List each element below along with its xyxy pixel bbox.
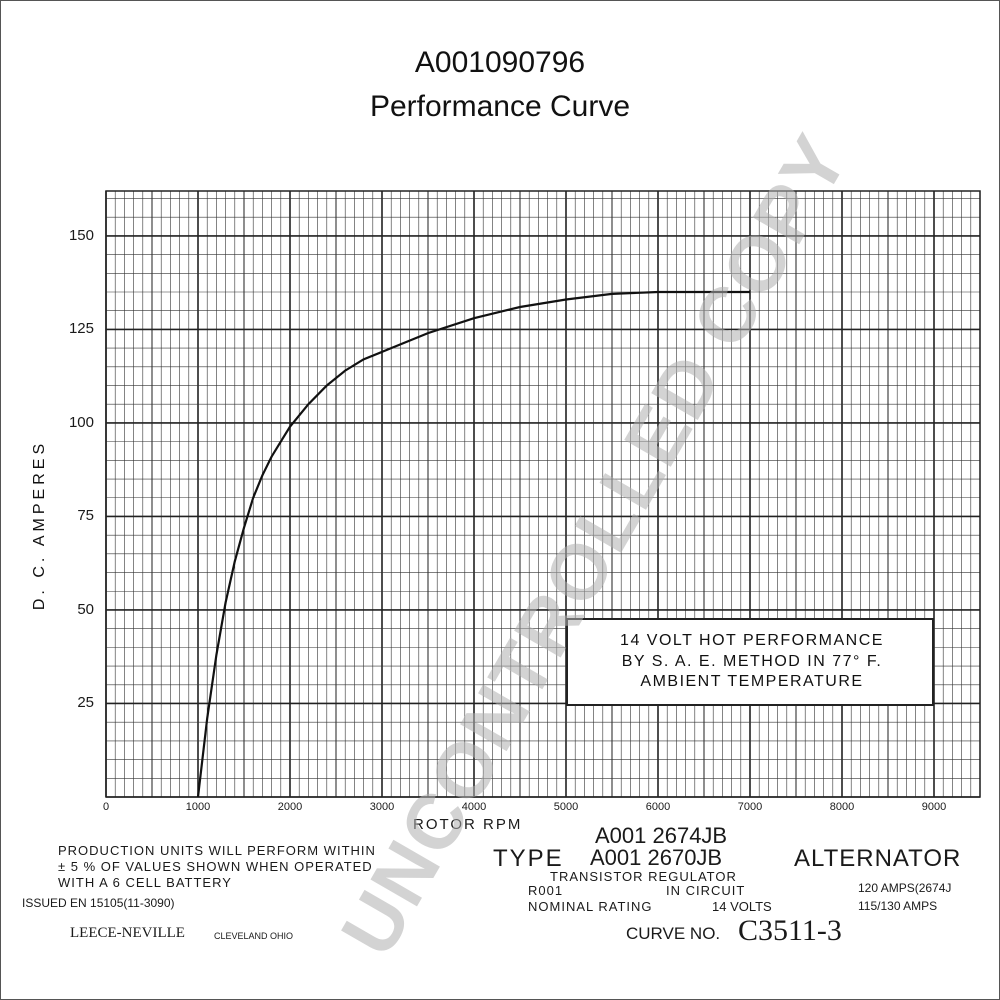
x-tick-label: 2000	[277, 801, 303, 813]
nominal-rating-label: NOMINAL RATING	[528, 899, 653, 914]
curve-number-label: CURVE NO.	[626, 924, 721, 943]
performance-curve	[196, 290, 750, 798]
production-note-2: ± 5 % OF VALUES SHOWN WHEN OPERATED	[58, 859, 373, 874]
production-note-3: WITH A 6 CELL BATTERY	[58, 875, 232, 890]
type-label: TYPE	[493, 845, 564, 872]
amps-rating-1: 120 AMPS(2674J	[858, 881, 952, 895]
company-city: CLEVELAND OHIO	[214, 931, 294, 941]
y-tick-label: 150	[68, 226, 94, 244]
regulator-code: R001	[528, 883, 564, 898]
x-tick-label: 9000	[921, 801, 947, 813]
note-line-1: 14 VOLT HOT PERFORMANCE	[620, 632, 884, 649]
x-tick-label: 6000	[645, 801, 671, 813]
plot-border	[105, 190, 981, 798]
y-tick-label: 100	[68, 413, 94, 431]
model-number-2: A001 2670JB	[590, 845, 723, 870]
model-number-1: A001 2674JB	[595, 823, 728, 848]
y-tick-label: 75	[77, 507, 94, 525]
amps-rating-2: 115/130 AMPS	[858, 899, 938, 913]
x-tick-label: 8000	[829, 801, 855, 813]
issued-note: ISSUED EN 15105(11-3090)	[22, 896, 175, 910]
regulator-label: TRANSISTOR REGULATOR	[550, 869, 737, 884]
y-tick-label: 25	[77, 694, 94, 712]
x-axis-label: ROTOR RPM	[413, 816, 523, 833]
x-tick-label: 5000	[553, 801, 579, 813]
in-circuit-label: IN CIRCUIT	[666, 883, 746, 898]
y-tick-label: 125	[68, 320, 94, 338]
x-tick-label: 4000	[461, 801, 487, 813]
document-number: A001090796	[414, 46, 586, 79]
chart-title: Performance Curve	[369, 90, 631, 123]
y-axis-label: D. C. AMPERES	[31, 439, 48, 611]
production-note-1: PRODUCTION UNITS WILL PERFORM WITHIN	[58, 843, 376, 858]
note-line-3: AMBIENT TEMPERATURE	[640, 673, 864, 690]
x-tick-label: 0	[102, 801, 110, 813]
curve-number: C3511-3	[738, 914, 842, 947]
volts-value: 14 VOLTS	[712, 899, 772, 914]
company-name: LEECE-NEVILLE	[70, 925, 185, 941]
test-condition-note: 14 VOLT HOT PERFORMANCE BY S. A. E. METH…	[566, 618, 934, 706]
y-tick-label: 50	[77, 600, 94, 618]
alternator-label: ALTERNATOR	[794, 845, 962, 872]
x-tick-label: 7000	[737, 801, 763, 813]
note-line-2: BY S. A. E. METHOD IN 77° F.	[621, 653, 883, 670]
grid	[105, 191, 981, 798]
x-tick-label: 3000	[369, 801, 395, 813]
x-tick-label: 1000	[185, 801, 211, 813]
